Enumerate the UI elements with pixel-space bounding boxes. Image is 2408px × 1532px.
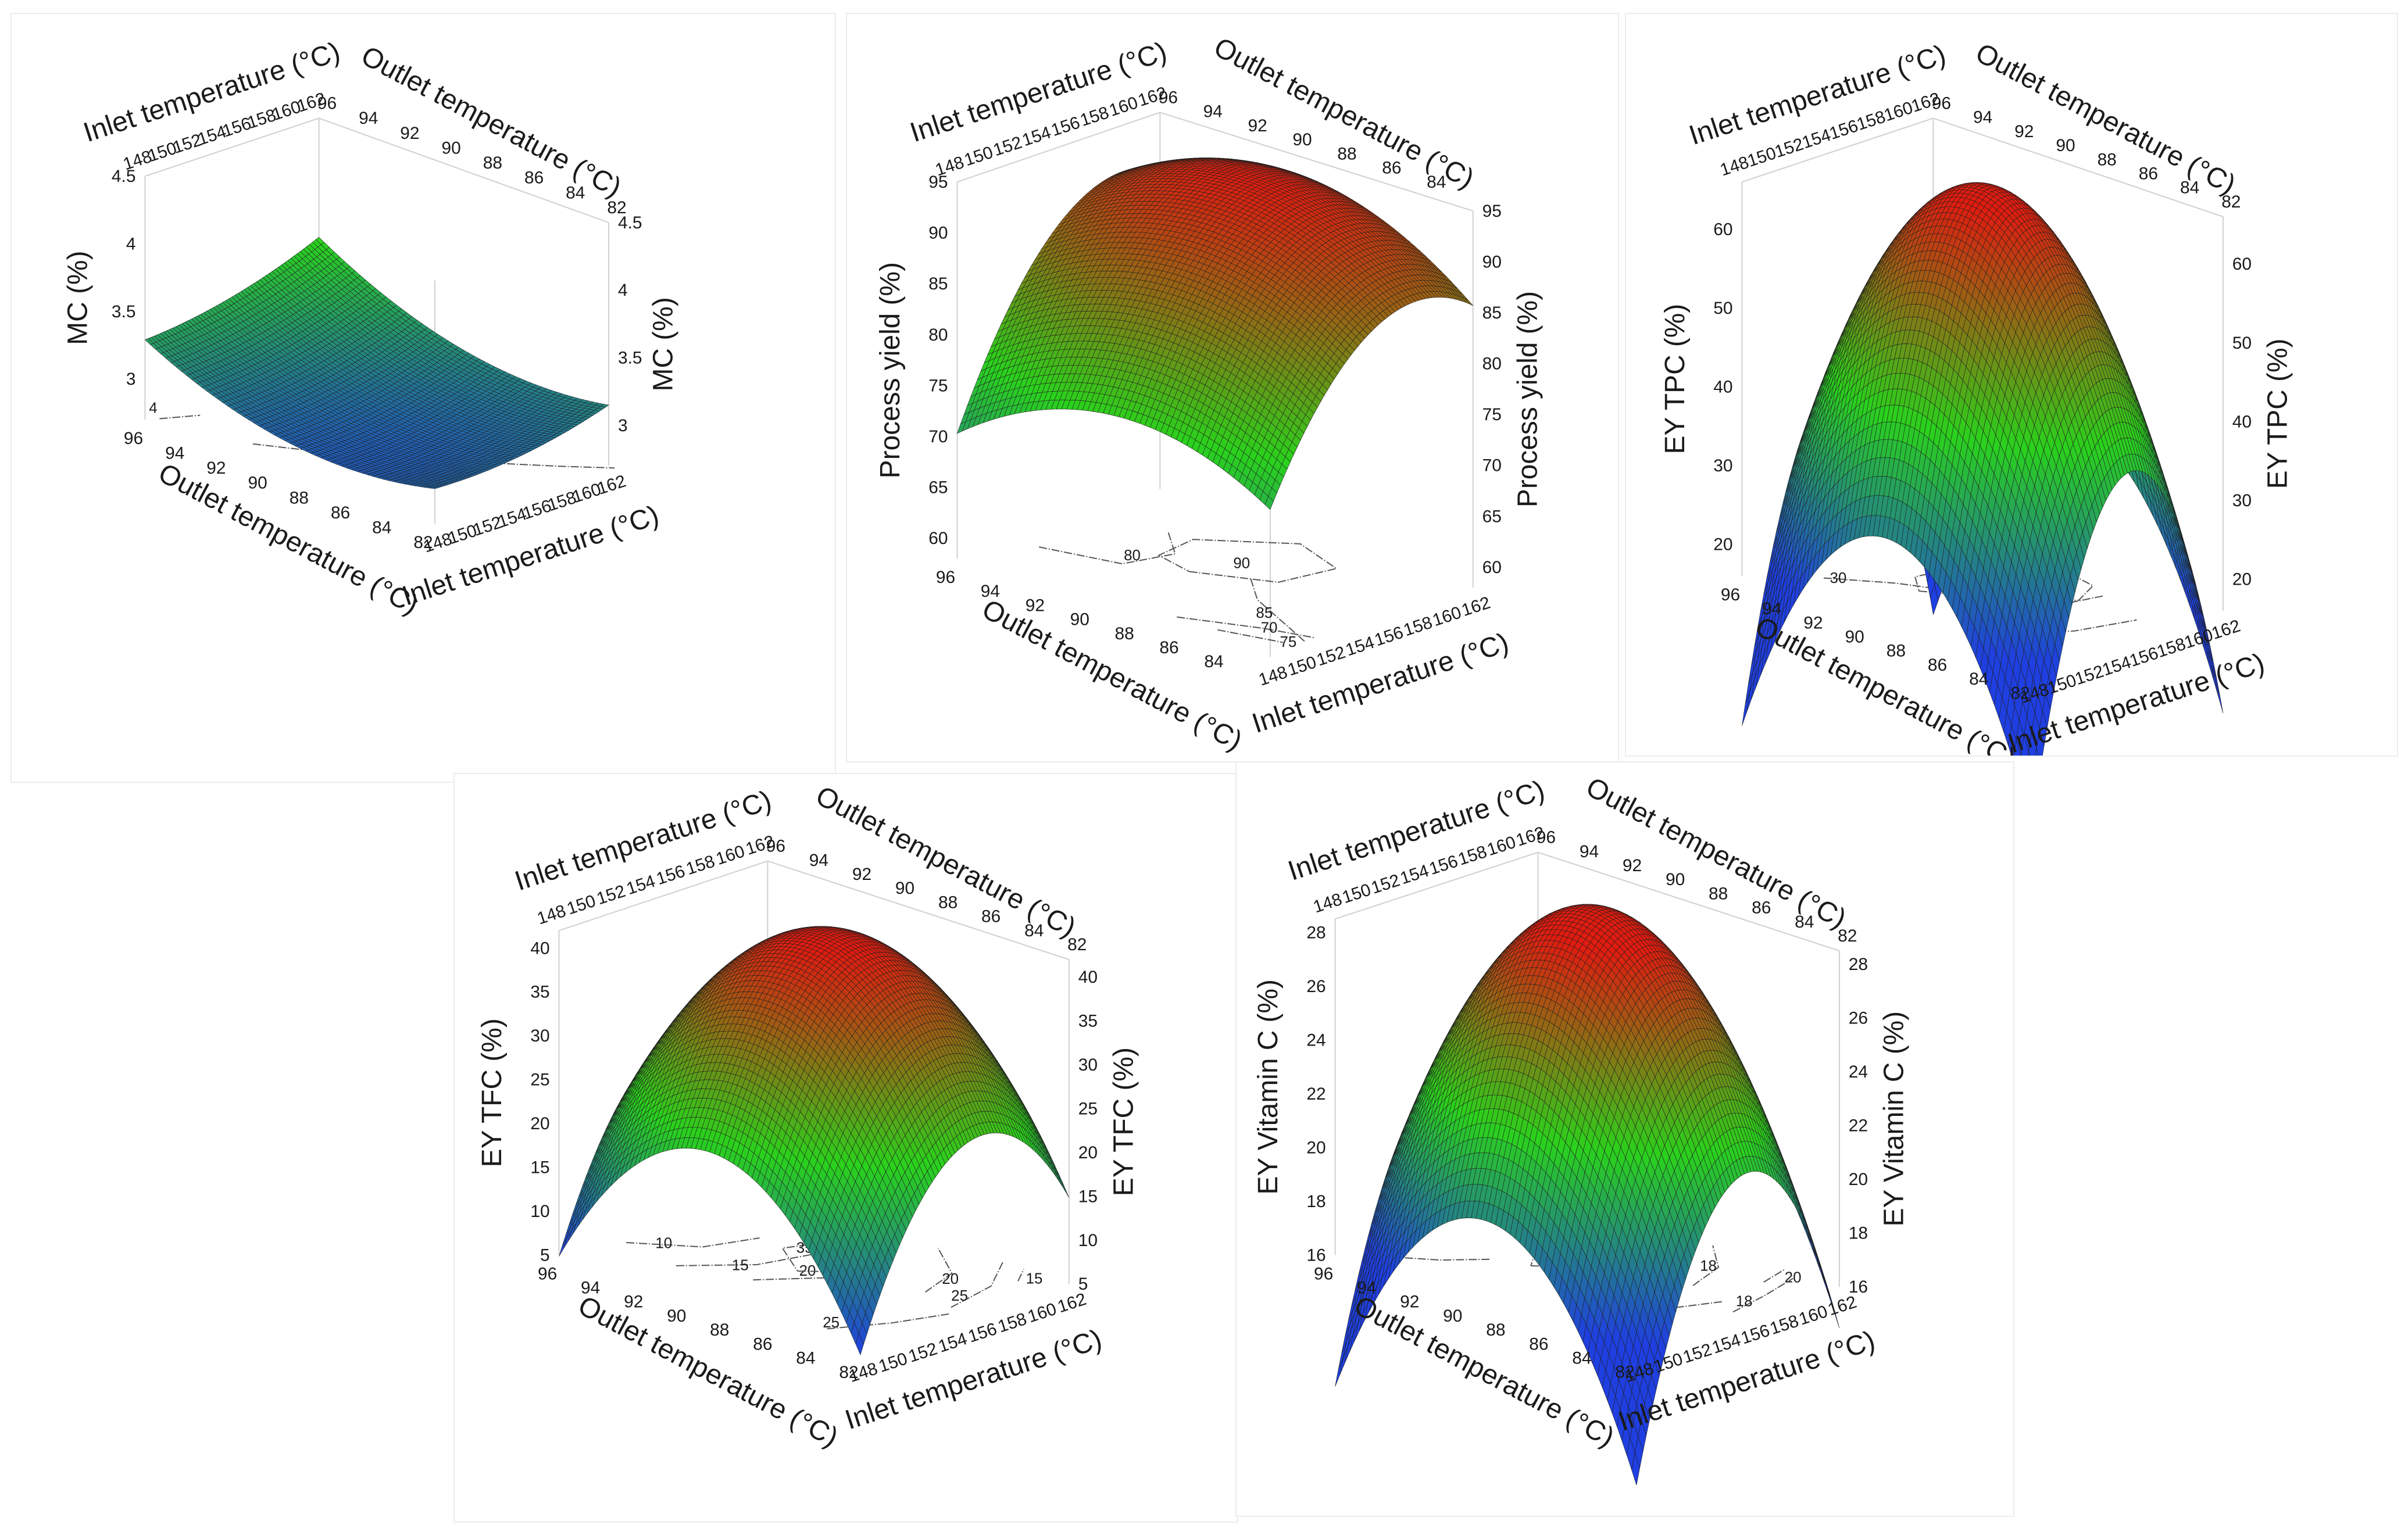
contour-label: 85 [1256,605,1273,621]
z-right-tick-label: 3 [618,416,628,435]
frame-top-edge [319,117,609,223]
process-yield-surface-plot: 80 90707585148148150150152152154154156156… [875,32,1544,757]
outlet-top-tick-label: 92 [400,124,419,143]
z-right-axis-title: MC (%) [648,297,679,391]
contour-label: 90 [1233,555,1250,571]
mc-surface-plot: 3.543.5148148150150152152154154156156158… [63,36,679,620]
process-yield-plot-panel: 80 90 70 75 85 148 148 150 150 152 152 154 154 156 156… [846,13,1619,763]
z-left-tick-label: 4 [126,234,136,253]
contour-line [1039,531,1176,565]
z-right-tick-label: 3.5 [618,349,642,368]
inlet-tick-label: 162 [595,471,628,499]
outlet-tick-label: 86 [331,503,350,522]
outlet-top-tick-label: 86 [524,169,544,188]
outlet-top-axis-title: Outlet temperature (°C) [356,40,626,203]
frame-top-edge [145,117,319,177]
z-left-tick-label: 3 [126,370,136,389]
frame-top-edge [1160,112,1474,212]
z-right-tick-label: 4.5 [618,213,642,232]
contour-line [1249,577,1305,642]
outlet-tick-label: 82 [413,533,433,552]
z-left-tick-label: 4.5 [112,167,136,186]
outlet-tick-label: 90 [248,474,267,493]
outlet-top-tick-label: 96 [317,94,337,113]
contour-line [159,414,201,420]
frame-top-edge [957,112,1160,183]
outlet-tick-label: 88 [290,488,309,507]
contour-line [1157,539,1338,583]
outlet-tick-label: 94 [165,443,184,463]
response-surface [956,158,1473,510]
z-left-axis-title: MC (%) [63,250,94,345]
outlet-tick-label: 92 [206,459,226,478]
outlet-tick-label: 84 [372,518,391,538]
outlet-top-tick-label: 94 [359,109,378,128]
contour-line [1177,616,1315,639]
z-right-tick-label: 4 [618,281,628,300]
mc-plot-panel: 3.543.5148148150150152152154154156156158… [10,13,836,783]
contour-label: 4 [149,400,157,416]
z-left-tick-label: 3.5 [112,302,136,321]
outlet-top-tick-label: 90 [442,138,461,158]
outlet-top-tick-label: 84 [566,183,585,202]
response-surface [144,237,609,489]
contour-label: 80 [1124,547,1141,564]
outlet-top-tick-label: 82 [607,198,626,217]
contour-line [1217,629,1283,643]
contour-label: 70 [1261,620,1278,636]
outlet-axis-title: Outlet temperature (°C) [153,457,423,620]
contour-label: 75 [1280,634,1296,650]
outlet-tick-label: 96 [124,429,143,448]
outlet-top-tick-label: 88 [483,153,502,173]
surface-facet [429,486,438,489]
